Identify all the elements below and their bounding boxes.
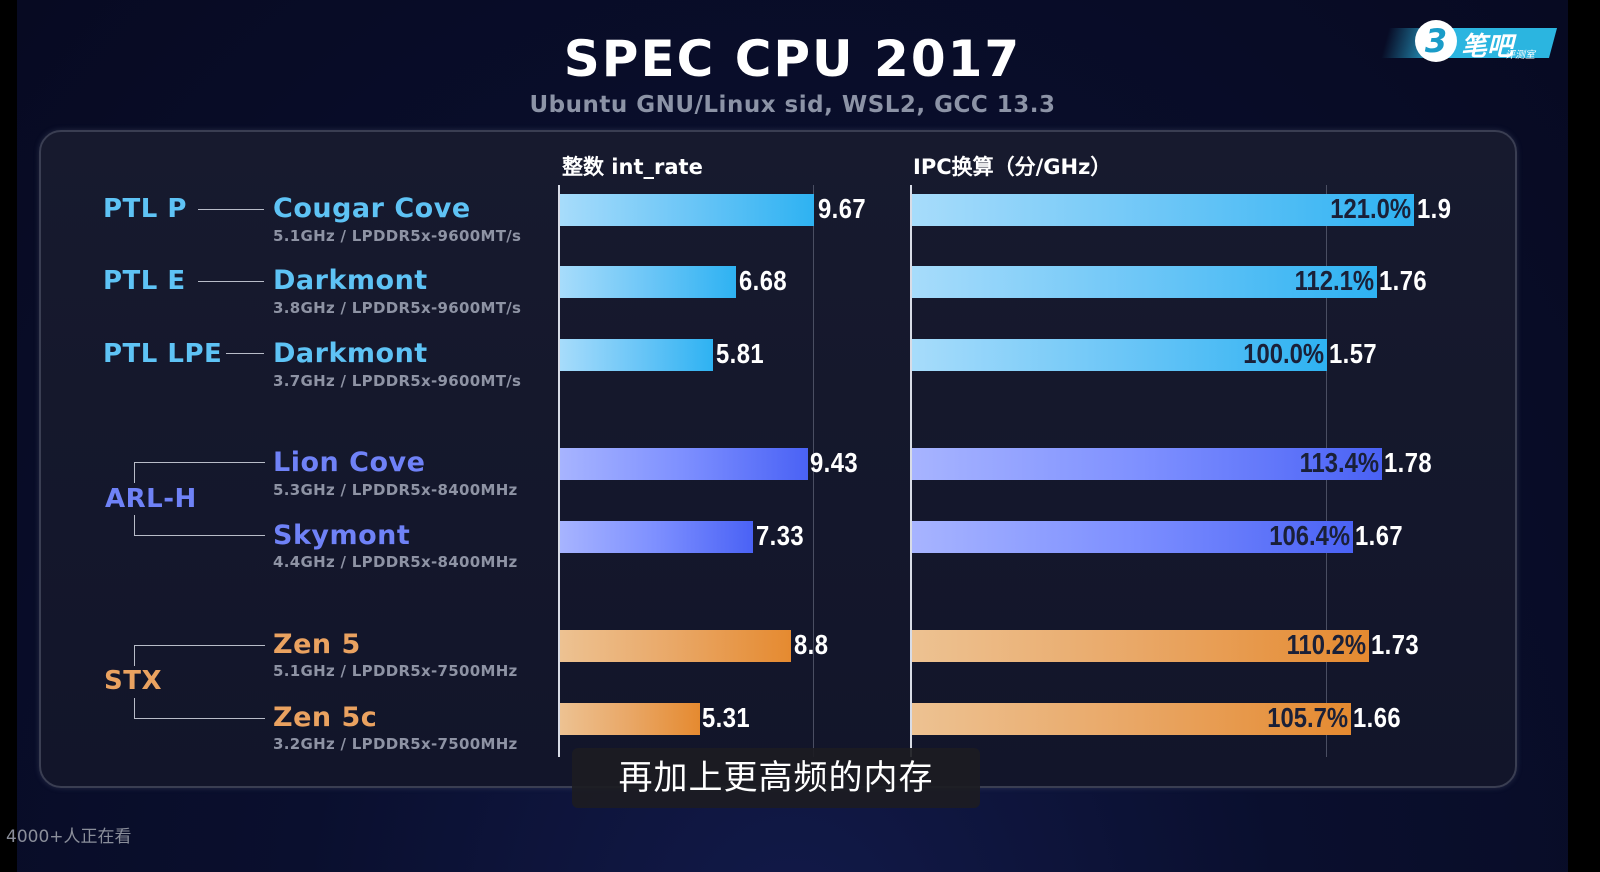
ipc-value: 1.66 [1353,702,1402,733]
group-label-stx: STX [104,666,163,696]
ipc-bar [912,703,1351,735]
ipc-bar [912,194,1414,226]
logo-text: 笔吧 [1461,32,1514,62]
ipc-percent: 121.0% [1330,193,1411,224]
connector-line [198,209,264,210]
int-rate-guide-line [813,185,814,757]
ipc-bar [912,266,1377,298]
int-rate-value: 7.33 [756,520,805,551]
int-rate-bar [560,448,808,480]
ipc-percent: 105.7% [1267,702,1348,733]
int-rate-bar [560,630,791,662]
bracket-arl-top [134,462,265,483]
int-rate-bar [560,339,713,371]
ipc-percent: 113.4% [1299,447,1379,478]
core-name: Lion Cove [273,447,426,478]
group-label-arl-h: ARL-H [105,484,197,514]
connector-line [198,281,264,282]
core-name: Zen 5c [273,702,378,733]
ipc-bar [912,630,1369,662]
ipc-value: 1.76 [1379,265,1428,296]
ipc-header: IPC换算（分/GHz） [913,155,1112,179]
ipc-percent: 100.0% [1243,338,1324,369]
group-label-ptl-p: PTL P [103,194,187,224]
ipc-value: 1.57 [1329,338,1378,369]
bracket-arl-bottom [134,515,265,536]
logo-subtext: 评测室 [1505,50,1535,61]
core-spec: 5.1GHz / LPDDR5x-9600MT/s [273,227,522,245]
core-name: Zen 5 [273,629,361,660]
ipc-value: 1.73 [1371,629,1420,660]
bracket-stx-top [134,645,265,666]
int-rate-bar [560,266,736,298]
core-spec: 5.3GHz / LPDDR5x-8400MHz [273,481,518,499]
int-rate-value: 9.43 [810,447,859,478]
ipc-percent: 110.2% [1286,629,1366,660]
int-rate-value: 6.68 [739,265,788,296]
int-rate-value: 5.81 [716,338,765,369]
video-caption: 再加上更高频的内存 [572,748,980,808]
int-rate-bar [560,194,814,226]
ipc-percent: 112.1% [1294,265,1374,296]
int-rate-value: 8.8 [794,629,829,660]
ipc-value: 1.67 [1355,520,1404,551]
group-label-ptl-lpe: PTL LPE [103,339,223,369]
core-name: Darkmont [273,338,428,369]
core-name: Darkmont [273,265,428,296]
group-label-ptl-e: PTL E [103,266,186,296]
viewer-count: 4000+人正在看 [6,827,132,847]
core-spec: 5.1GHz / LPDDR5x-7500MHz [273,662,518,680]
connector-line [226,353,264,354]
core-spec: 3.8GHz / LPDDR5x-9600MT/s [273,299,522,317]
ipc-bar [912,339,1327,371]
int-rate-bar [560,521,753,553]
core-name: Skymont [273,520,411,551]
screen: SPEC CPU 2017 Ubuntu GNU/Linux sid, WSL2… [17,0,1568,872]
chart-subtitle: Ubuntu GNU/Linux sid, WSL2, GCC 13.3 [529,92,1056,118]
int-rate-value: 9.67 [818,193,867,224]
core-spec: 4.4GHz / LPDDR5x-8400MHz [273,553,518,571]
ipc-bar [912,448,1382,480]
int-rate-header: 整数 int_rate [562,155,703,179]
bibar-logo-icon: 3 笔吧 评测室 [1380,18,1558,64]
core-spec: 3.7GHz / LPDDR5x-9600MT/s [273,372,522,390]
int-rate-axis [558,185,560,757]
ipc-bar [912,521,1353,553]
ipc-value: 1.9 [1417,193,1452,224]
ipc-axis [910,185,912,757]
bracket-stx-bottom [134,698,265,719]
int-rate-bar [560,703,700,735]
core-spec: 3.2GHz / LPDDR5x-7500MHz [273,735,518,753]
int-rate-value: 5.31 [702,702,751,733]
ipc-percent: 106.4% [1269,520,1350,551]
chart-title: SPEC CPU 2017 [563,30,1022,88]
core-name: Cougar Cove [273,193,471,224]
logo-badge: 3 [1415,20,1457,62]
ipc-value: 1.78 [1384,447,1433,478]
